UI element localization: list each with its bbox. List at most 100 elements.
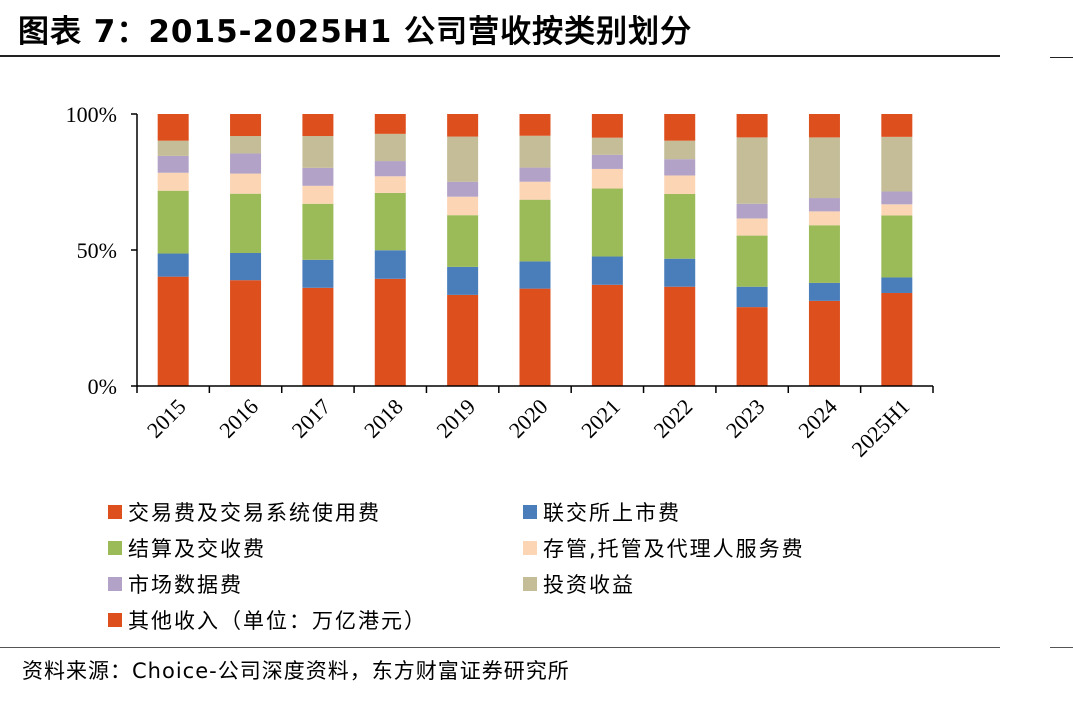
bar-segment-2020-s2 [519,199,551,262]
legend-label: 其他收入（单位：万亿港元） [128,609,427,633]
legend-swatch [108,613,122,627]
top-rule-right [1050,57,1073,58]
bar-segment-2017-s3 [302,185,334,204]
bar-segment-2024-s0 [808,300,840,386]
y-tick-label: 0% [88,374,117,399]
bar-segment-2024-s2 [808,225,840,283]
stacked-bar-chart: 0% 50% 100% 2015 2016 2017 2018 2019 2020 2021 202… [66,102,934,462]
y-tick-label: 50% [77,238,117,263]
bar-segment-2016-s2 [230,193,262,253]
legend-swatch [523,577,537,591]
bar-segment-2022-s3 [664,175,696,194]
bar-segment-2025H1-s4 [881,191,913,205]
bar-segment-2021-s0 [591,284,623,386]
bar-segment-2019-s3 [447,196,479,216]
bar-segment-2023-s5 [736,137,768,204]
bar-segment-2023-s1 [736,286,768,308]
x-tick-label: 2019 [431,394,480,443]
source-note: 资料来源：Choice-公司深度资料，东方财富证券研究所 [22,659,570,683]
bar-segment-2024-s5 [808,137,840,199]
legend-label: 市场数据费 [128,573,243,597]
bar-segment-2018-s1 [374,250,406,279]
bar-segment-2016-s0 [230,280,262,386]
bar-segment-2023-s6 [736,114,768,138]
legend-item: 其他收入（单位：万亿港元） [108,605,427,635]
legend-label: 存管,托管及代理人服务费 [543,537,805,561]
bar-segment-2018-s4 [374,161,406,177]
bottom-rule [0,647,1000,648]
bar-segment-2015-s3 [157,172,189,191]
bar-segment-2016-s1 [230,252,262,281]
legend-swatch [108,577,122,591]
bar-segment-2018-s6 [374,114,406,134]
bar-segment-2019-s6 [447,114,479,137]
x-tick-label: 2022 [648,394,697,443]
bar-segment-2015-s5 [157,140,189,156]
bar-segment-2025H1-s1 [881,277,913,293]
bar-segment-2019-s2 [447,215,479,267]
bar-segment-2017-s5 [302,136,334,168]
bar-segment-2018-s0 [374,278,406,386]
bar-segment-2019-s1 [447,266,479,295]
x-tick-label: 2016 [214,394,263,443]
legend-label: 联交所上市费 [543,501,681,525]
bar-segment-2021-s4 [591,154,623,169]
bar-segment-2023-s4 [736,203,768,219]
x-tick-label: 2025H1 [847,394,915,462]
top-rule [0,55,1000,57]
bar-segment-2025H1-s5 [881,136,913,192]
bar-segment-2021-s2 [591,188,623,257]
legend-item: 存管,托管及代理人服务费 [523,533,805,563]
bar-segment-2022-s6 [664,114,696,141]
bar-segment-2018-s5 [374,133,406,162]
legend-swatch [523,505,537,519]
legend-swatch [108,541,122,555]
bar-segment-2020-s1 [519,261,551,289]
bar-segment-2018-s3 [374,176,406,193]
bar-segment-2022-s2 [664,193,696,259]
x-tick-label: 2017 [287,394,336,443]
legend-item: 交易费及交易系统使用费 [108,497,381,527]
bar-segment-2024-s4 [808,198,840,212]
legend-label: 投资收益 [543,573,635,597]
y-tick-label: 100% [66,102,117,127]
bar-segment-2022-s4 [664,159,696,176]
bar-segment-2015-s1 [157,253,189,277]
bar-segment-2020-s0 [519,288,551,386]
legend-item: 市场数据费 [108,569,243,599]
x-tick-label: 2020 [504,394,553,443]
bar-segment-2022-s0 [664,286,696,386]
x-tick-label: 2023 [721,394,770,443]
x-tick-label: 2021 [576,394,625,443]
chart-title: 图表 7：2015-2025H1 公司营收按类别划分 [18,14,693,50]
bar-segment-2021-s1 [591,256,623,285]
bar-segment-2024-s1 [808,282,840,301]
bar-segment-2021-s3 [591,168,623,189]
bar-segment-2023-s0 [736,307,768,386]
bar-segment-2017-s1 [302,259,334,288]
bar-segment-2019-s4 [447,181,479,197]
x-tick-label: 2015 [142,394,191,443]
legend-label: 结算及交收费 [128,537,266,561]
legend-label: 交易费及交易系统使用费 [128,501,381,525]
bar-segment-2022-s5 [664,140,696,160]
bar-segment-2020-s4 [519,167,551,182]
bar-segment-2016-s6 [230,114,262,137]
bar-segment-2020-s5 [519,135,551,168]
bar-segment-2017-s2 [302,203,334,260]
bar-segment-2015-s2 [157,190,189,254]
legend: 交易费及交易系统使用费 联交所上市费结算及交收费 存管,托管及代理人服务费市场数据费… [108,497,908,637]
legend-swatch [523,541,537,555]
bar-segment-2018-s2 [374,192,406,251]
bar-segment-2025H1-s3 [881,204,913,216]
bar-segment-2022-s1 [664,258,696,287]
x-tick-label: 2018 [359,394,408,443]
bar-segment-2024-s3 [808,211,840,226]
bottom-rule-right [1050,647,1073,648]
bar-segment-2017-s6 [302,114,334,137]
bar-segment-2015-s4 [157,155,189,173]
bar-segment-2016-s3 [230,173,262,194]
bar-segment-2017-s0 [302,287,334,386]
bar-segment-2025H1-s6 [881,114,913,137]
bar-segment-2025H1-s2 [881,215,913,278]
